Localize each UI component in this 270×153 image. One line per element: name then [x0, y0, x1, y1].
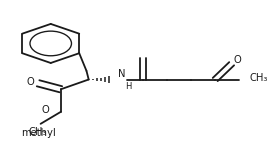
- Text: O: O: [27, 77, 34, 87]
- Text: O: O: [41, 105, 49, 115]
- Text: H: H: [126, 82, 132, 91]
- Text: CH₃: CH₃: [29, 127, 47, 137]
- Text: methyl: methyl: [21, 128, 55, 138]
- Text: N: N: [118, 69, 125, 79]
- Text: CH₃: CH₃: [249, 73, 268, 83]
- Text: O: O: [233, 55, 241, 65]
